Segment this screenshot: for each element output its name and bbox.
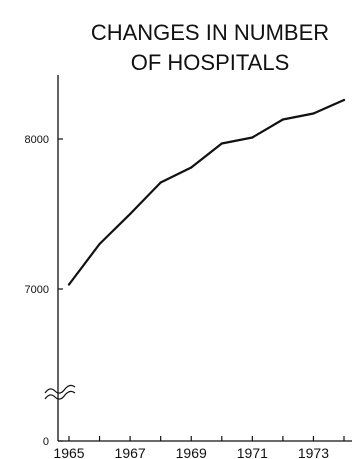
series-line: [67, 98, 346, 286]
y-tick-label: 7000: [25, 284, 49, 296]
data-point: [251, 136, 254, 139]
data-point: [342, 98, 346, 102]
data-point: [312, 112, 315, 115]
chart-title-line-1: CHANGES IN NUMBER: [91, 20, 329, 45]
series-layer: [67, 98, 346, 286]
x-tick-label: 1969: [176, 445, 207, 459]
y-axis-break: [44, 384, 76, 400]
data-point: [190, 166, 193, 169]
data-point: [129, 212, 132, 216]
data-point: [220, 142, 223, 145]
data-point: [98, 242, 101, 246]
chart-title-line-2: OF HOSPITALS: [131, 50, 290, 75]
x-tick-label: 1967: [115, 445, 146, 459]
data-point: [281, 118, 284, 121]
x-tick-label: 1973: [298, 445, 329, 459]
y-tick-label: 8000: [25, 134, 49, 146]
data-point: [67, 283, 71, 286]
x-tick-label: 1971: [237, 445, 268, 459]
x-ticks: 1965 1967 1969 1971 1973: [53, 436, 345, 459]
y-tick-label: 0: [43, 436, 49, 448]
data-point: [159, 181, 162, 184]
y-ticks: 0 7000 8000: [25, 134, 63, 448]
x-tick-label: 1965: [53, 445, 84, 459]
